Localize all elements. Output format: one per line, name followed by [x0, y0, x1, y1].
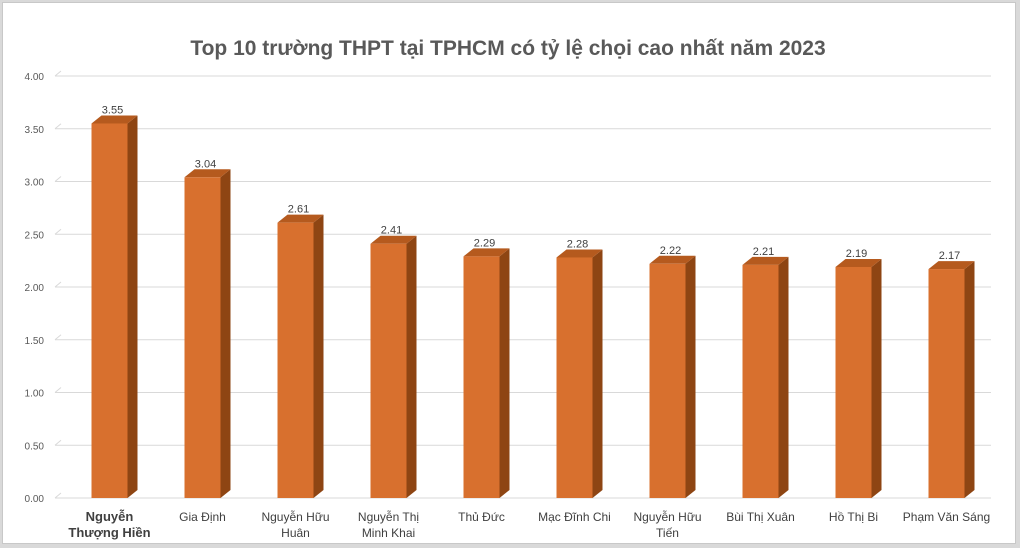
data-label: 2.19	[846, 248, 867, 260]
y-tick-label: 1.00	[25, 389, 45, 400]
chart-title: Top 10 trường THPT tại TPHCM có tỷ lệ ch…	[190, 37, 825, 60]
bar-top	[742, 256, 789, 265]
bar-front	[742, 264, 779, 498]
bar-side	[778, 256, 789, 498]
y-tick-label: 0.00	[25, 494, 45, 505]
bar-front	[463, 256, 500, 498]
bar-front	[184, 177, 221, 498]
bar	[463, 248, 510, 498]
bar-front	[91, 123, 128, 498]
bar-side	[685, 255, 696, 498]
bar-front	[928, 269, 965, 498]
category-label: Thủ Đức	[458, 510, 505, 524]
gridline-depth	[54, 228, 62, 235]
category-label: Hồ Thị Bi	[829, 510, 878, 524]
bar	[742, 256, 789, 498]
bar	[649, 255, 696, 498]
y-tick-label: 2.50	[25, 230, 45, 241]
y-tick-label: 3.00	[25, 178, 45, 189]
bar	[556, 249, 603, 498]
bar-top	[91, 115, 138, 124]
bar-side	[313, 214, 324, 498]
bars	[91, 115, 975, 498]
data-label: 3.55	[102, 104, 123, 116]
bar-top	[649, 255, 696, 264]
gridline-depth	[54, 439, 62, 446]
data-label: 2.22	[660, 245, 681, 257]
data-label: 2.21	[753, 246, 774, 258]
gridline-depth	[54, 123, 62, 130]
bar	[835, 258, 882, 498]
category-label: Gia Định	[179, 510, 226, 524]
category-label: Phạm Văn Sáng	[903, 510, 990, 524]
bar-side	[592, 249, 603, 498]
bar	[928, 261, 975, 498]
gridline-depth	[54, 387, 62, 393]
bar	[277, 214, 324, 498]
category-label: Nguyễn Hữu Tiến	[633, 509, 701, 540]
bar-side	[127, 115, 138, 498]
category-label: Nguyễn Thị Minh Khai	[358, 509, 419, 540]
bar-side	[871, 258, 882, 498]
gridline-depth	[54, 281, 62, 288]
bar-top	[463, 248, 510, 257]
bar	[91, 115, 138, 498]
gridline-depth	[54, 176, 62, 182]
data-label: 2.17	[939, 250, 960, 262]
data-label: 2.29	[474, 237, 495, 249]
y-tick-label: 3.50	[25, 125, 45, 136]
bar-chart: Top 10 trường THPT tại TPHCM có tỷ lệ ch…	[25, 37, 991, 540]
bar-front	[277, 222, 314, 498]
category-label: Mạc Đĩnh Chi	[538, 510, 611, 524]
bar-side	[499, 248, 510, 498]
data-label: 3.04	[195, 158, 216, 170]
bar-side	[406, 235, 417, 498]
bar-side	[220, 169, 231, 498]
gridline-depth	[54, 334, 62, 341]
category-label: Nguyễn Hữu Huân	[261, 509, 329, 540]
data-label: 2.41	[381, 225, 402, 237]
x-axis-categories: Nguyễn Thượng Hiền Gia Định Nguyễn Hữu Huân N…	[68, 509, 990, 540]
gridline-depth	[54, 492, 62, 499]
y-axis-ticks: 0.00 0.50 1.00 1.50 2.00 2.50 3.00 3.50 4.00	[25, 72, 45, 505]
gridline-depth	[54, 70, 62, 77]
bar-front	[835, 266, 872, 498]
bar-top	[835, 258, 882, 267]
bar-top	[277, 214, 324, 223]
data-labels: 3.55 3.04 2.61 2.41 2.29 2.28 2.22 2.21 2.19 2.17	[102, 104, 960, 262]
y-tick-label: 4.00	[25, 72, 45, 83]
bar-top	[928, 261, 975, 270]
category-label: Nguyễn Thượng Hiền	[68, 509, 150, 540]
bar-top	[556, 249, 603, 258]
category-label: Bùi Thị Xuân	[726, 510, 795, 524]
y-tick-label: 1.50	[25, 336, 45, 347]
bar	[184, 169, 231, 498]
bar-side	[964, 261, 975, 498]
data-label: 2.28	[567, 238, 588, 250]
data-label: 2.61	[288, 204, 309, 216]
bar-front	[556, 257, 593, 498]
bar-front	[649, 263, 686, 498]
bar-top	[184, 169, 231, 178]
y-tick-label: 2.00	[25, 283, 45, 294]
bar	[370, 235, 417, 498]
bar-front	[370, 243, 407, 498]
bar-top	[370, 235, 417, 244]
y-tick-label: 0.50	[25, 441, 45, 452]
